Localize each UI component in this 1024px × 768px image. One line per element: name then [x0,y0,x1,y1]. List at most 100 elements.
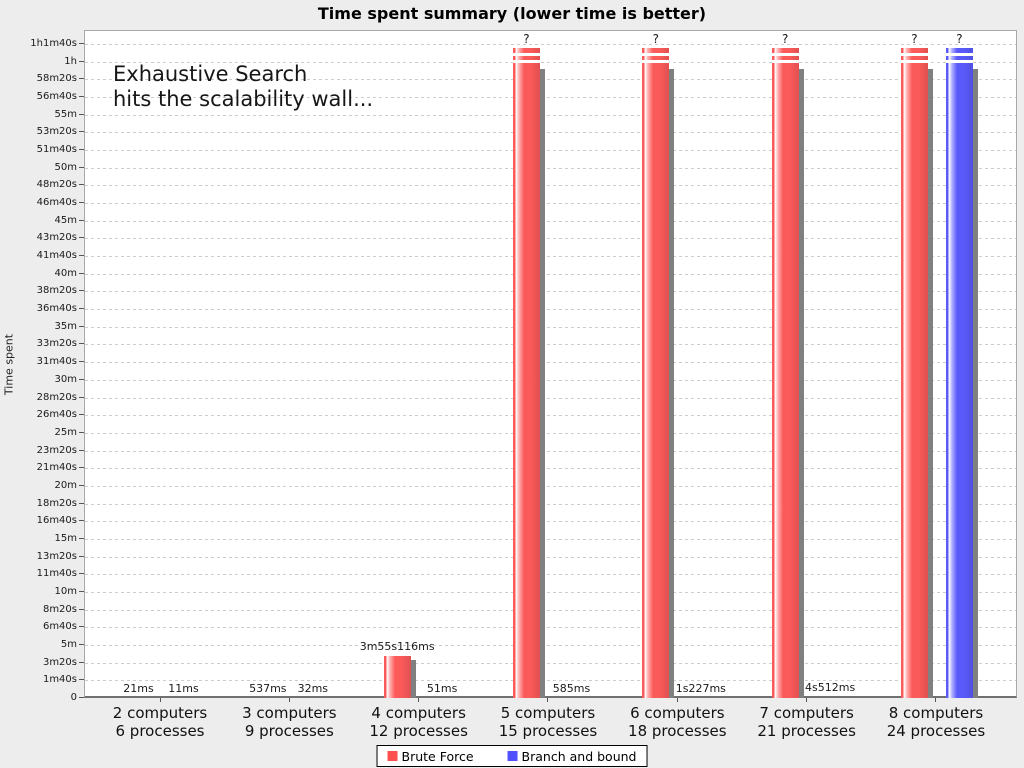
y-tick-mark [79,60,84,62]
category-label-line-1: 5 computers [500,704,596,722]
gridline [85,61,1016,63]
y-tick-mark [79,325,84,327]
gridline [85,185,1016,187]
y-tick-mark [79,431,84,433]
category-tick [288,698,290,702]
gridline [85,644,1016,646]
y-tick-mark [79,343,84,345]
bar-value-label: 4s512ms [805,681,856,695]
y-tick-mark [79,219,84,221]
y-tick-label: 31m40s [36,356,77,368]
legend-item-label: Branch and bound [521,748,637,764]
bar-brute-force [642,48,670,698]
plot-area: 21ms 537ms 3m55s116ms???? 11ms 32ms 51ms 585ms… [84,30,1017,698]
y-tick-label: 38m20s [36,285,77,297]
gridline [85,591,1016,593]
y-tick-mark [79,78,84,80]
y-tick-mark [79,361,84,363]
y-tick-label: 51m40s [36,144,77,156]
gridline [85,132,1016,134]
y-tick-mark [79,573,84,575]
bar-value-label: ? [652,32,659,46]
category-label-line-1: 6 computers [630,704,725,722]
category-label: 8 computers 24 processes [856,704,1016,740]
category-label-line-2: 9 processes [244,722,334,740]
category-label-line-1: 8 computers [888,704,984,722]
bar-break-stripe [900,60,928,63]
bar-value-label: 1s227ms [675,681,726,695]
category-label-line-2: 15 processes [498,722,598,740]
y-tick-label: 1m40s [42,674,77,686]
y-tick-mark [79,96,84,98]
y-tick-mark [79,484,84,486]
y-tick-label: 1h1m40s [30,38,77,49]
y-tick-mark [79,255,84,257]
y-tick-label: 55m [54,108,77,120]
y-tick-label: 5m [60,638,77,650]
y-tick-mark [79,590,84,592]
y-tick-mark [79,149,84,151]
y-tick-label: 45m [54,214,77,226]
bar-break-stripe [642,53,670,56]
y-tick-label: 41m40s [36,250,77,262]
y-tick-label: 0 [70,692,77,703]
legend-item: Brute Force [387,748,474,764]
gridline [85,627,1016,629]
category-tick [935,698,937,702]
legend-item-label: Brute Force [401,748,474,764]
legend-item: Branch and bound [507,748,637,764]
gridline [85,662,1016,664]
gridline [85,450,1016,452]
category-tick [676,698,678,702]
category-label: 4 computers 12 processes [339,704,499,740]
gridline [85,114,1016,116]
y-tick-mark [79,449,84,451]
category-label: 5 computers 15 processes [468,704,628,740]
gridline [85,362,1016,364]
category-label: 3 computers 9 processes [209,704,369,740]
gridline [85,379,1016,381]
category-label-line-1: 3 computers [242,704,337,722]
gridline [85,238,1016,240]
y-tick-mark [79,661,84,663]
gridline [85,150,1016,152]
gridline [85,97,1016,99]
y-tick-label: 23m20s [36,444,77,456]
y-tick-label: 20m [54,479,77,491]
bar-value-label: 32ms [297,681,329,695]
y-tick-label: 48m20s [36,179,77,191]
gridline [85,538,1016,540]
category-tick [806,698,808,702]
bar-brute-force [900,48,928,698]
bar-branch-and-bound [945,48,973,698]
y-tick-mark [79,272,84,274]
bar-break-stripe [512,53,540,56]
y-tick-mark [79,608,84,610]
bar-break-stripe [945,60,973,63]
category-label-line-2: 18 processes [628,722,727,740]
y-tick-label: 58m20s [36,73,77,85]
category-tick [547,698,549,702]
gridline [85,203,1016,205]
y-tick-label: 18m20s [36,497,77,509]
category-label-line-2: 21 processes [757,722,856,740]
y-tick-mark [79,237,84,239]
y-tick-label: 11m40s [36,568,77,580]
category-label-line-1: 4 computers [371,704,466,722]
y-tick-mark [79,697,84,698]
bar-break-stripe [771,53,799,56]
gridline [85,609,1016,611]
gridline [85,574,1016,576]
category-label-line-2: 6 processes [115,722,205,740]
y-tick-label: 46m40s [36,197,77,209]
y-tick-mark [79,520,84,522]
gridline [85,326,1016,328]
bar-brute-force [383,656,411,698]
gridline [85,468,1016,470]
bar-break-stripe [945,53,973,56]
y-tick-label: 28m20s [36,391,77,403]
y-tick-label: 40m [54,267,77,279]
gridline [85,309,1016,311]
gridline [85,273,1016,275]
